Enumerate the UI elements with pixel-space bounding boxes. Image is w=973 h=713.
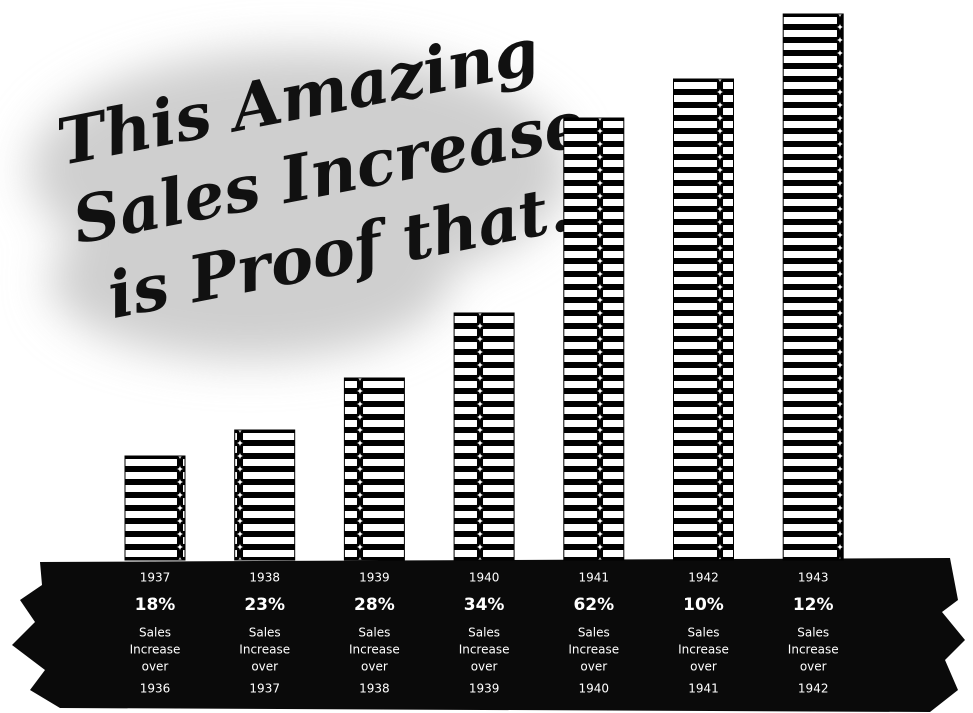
caption-line: Sales <box>249 626 281 640</box>
bar <box>782 13 844 561</box>
year-label: 1938 <box>249 571 280 585</box>
caption-line: over <box>142 660 169 674</box>
bar <box>563 117 625 561</box>
caption-line: Increase <box>678 643 729 657</box>
increase-label: 18% <box>135 595 176 615</box>
caption-line: Increase <box>459 643 510 657</box>
caption-line: over <box>800 660 827 674</box>
year-label: 1937 <box>140 571 171 585</box>
caption-line: 1938 <box>359 682 390 696</box>
caption-line: Increase <box>130 643 181 657</box>
bar <box>124 455 186 561</box>
caption-line: over <box>251 660 278 674</box>
year-label: 1939 <box>359 571 390 585</box>
caption-line: 1940 <box>579 682 610 696</box>
caption-line: Increase <box>568 643 619 657</box>
caption-line: Sales <box>797 626 829 640</box>
caption-line: Increase <box>239 643 290 657</box>
year-label: 1941 <box>579 571 610 585</box>
caption-line: 1937 <box>249 682 280 696</box>
year-label: 1942 <box>688 571 719 585</box>
caption-line: Increase <box>788 643 839 657</box>
increase-label: 10% <box>683 595 724 615</box>
caption-line: Sales <box>358 626 390 640</box>
caption-line: Sales <box>139 626 171 640</box>
caption-line: over <box>690 660 717 674</box>
increase-label: 12% <box>793 595 834 615</box>
year-label: 1940 <box>469 571 500 585</box>
bar <box>343 377 405 561</box>
increase-label: 28% <box>354 595 395 615</box>
caption-line: 1942 <box>798 682 829 696</box>
caption-line: 1939 <box>469 682 500 696</box>
caption-line: Increase <box>349 643 400 657</box>
year-label: 1943 <box>798 571 829 585</box>
caption-line: over <box>471 660 498 674</box>
caption-line: Sales <box>688 626 720 640</box>
increase-label: 23% <box>244 595 285 615</box>
caption-line: 1941 <box>688 682 719 696</box>
bar <box>673 78 734 561</box>
caption-line: Sales <box>468 626 500 640</box>
bar <box>453 312 515 561</box>
caption-line: over <box>361 660 388 674</box>
cloud <box>30 50 570 360</box>
caption-line: Sales <box>578 626 610 640</box>
increase-label: 62% <box>573 595 614 615</box>
caption-line: 1936 <box>140 682 171 696</box>
caption-line: over <box>580 660 607 674</box>
black-band <box>12 558 965 712</box>
increase-label: 34% <box>464 595 505 615</box>
bar <box>234 429 296 561</box>
